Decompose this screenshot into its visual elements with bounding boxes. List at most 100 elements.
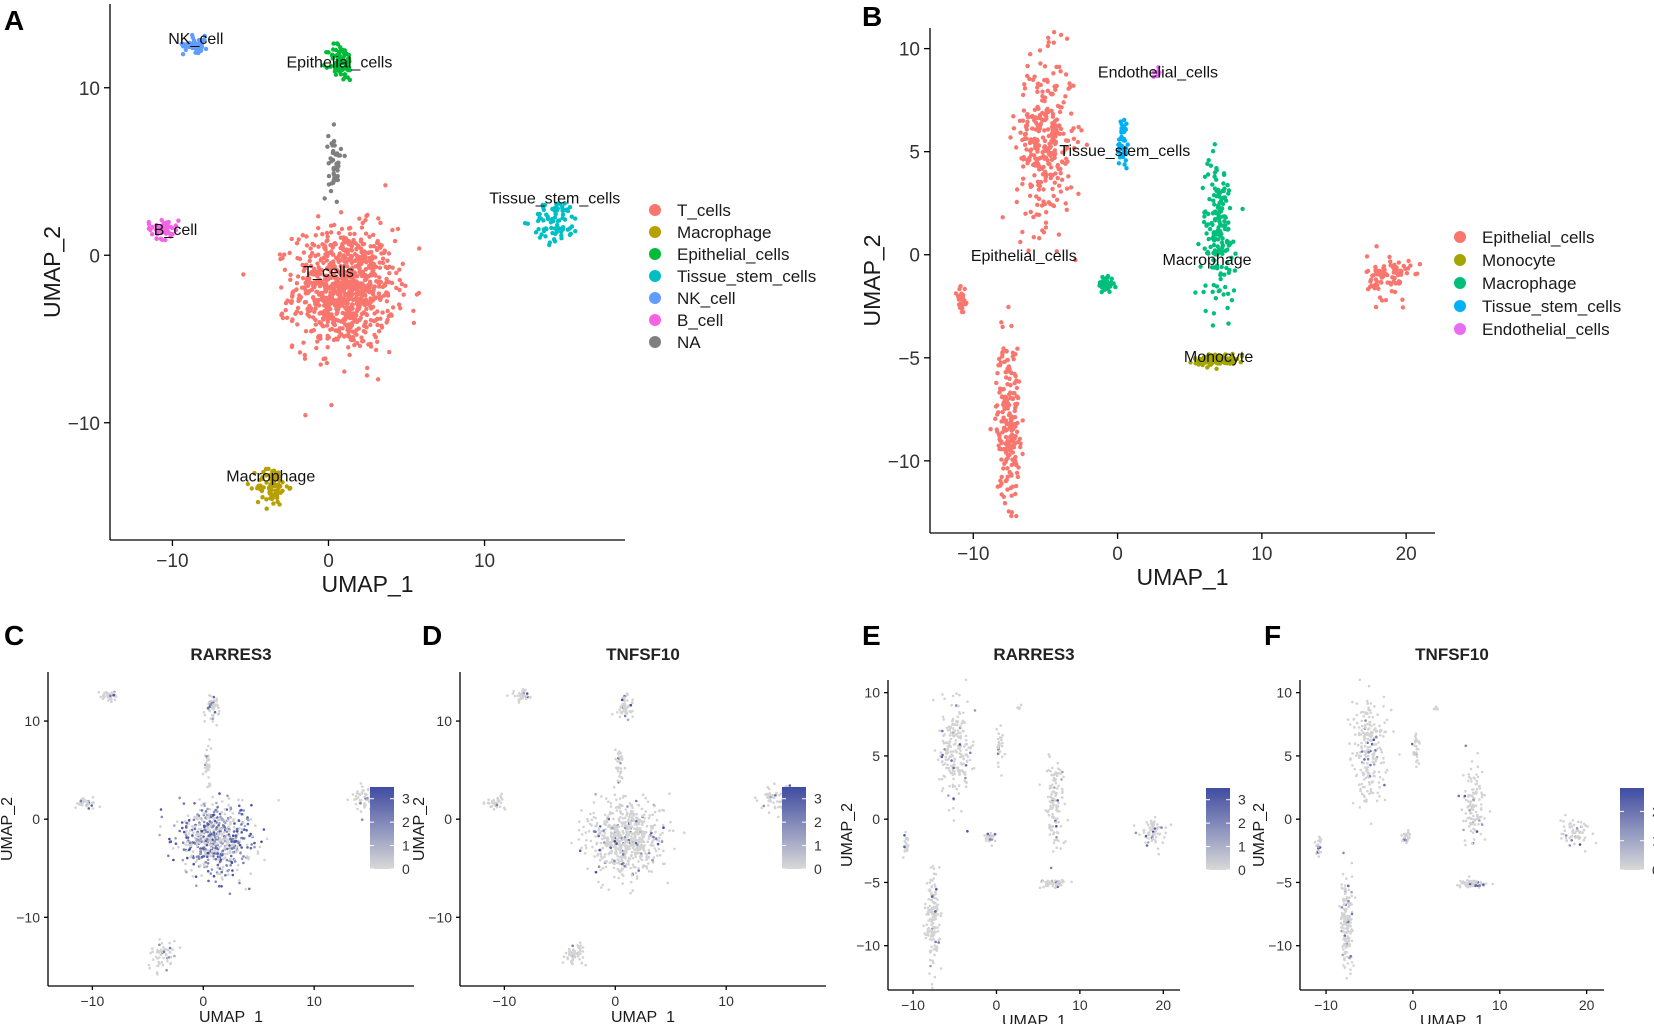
data-point (601, 866, 605, 870)
data-point (577, 838, 581, 841)
data-point (957, 773, 961, 776)
data-point (240, 836, 243, 840)
y-axis-title: UMAP_2 (411, 797, 428, 861)
data-point (211, 713, 215, 717)
data-point (646, 800, 650, 804)
data-point (600, 837, 604, 841)
data-point (618, 870, 622, 874)
data-point-t-cells (303, 300, 308, 305)
data-point (947, 757, 950, 761)
data-point (1044, 883, 1048, 887)
data-point-epithelial-cells (1058, 126, 1064, 132)
data-point-epithelial-cells (1064, 207, 1070, 212)
data-point (1000, 738, 1003, 742)
data-point-t-cells (336, 329, 341, 334)
data-point (617, 876, 620, 880)
data-point (594, 830, 597, 833)
data-point-epithelial-cells (329, 53, 335, 58)
data-point (930, 923, 933, 927)
data-point-epithelial-cells (1033, 143, 1038, 148)
data-point-epithelial-cells (1008, 135, 1013, 140)
data-point (209, 813, 213, 817)
data-point-t-cells (386, 251, 392, 256)
data-point-nk-cell (198, 42, 204, 47)
data-point (171, 847, 175, 850)
data-point-epithelial-cells (1013, 483, 1019, 489)
data-point-t-cells (401, 292, 406, 297)
data-point (1061, 796, 1064, 799)
data-point-macrophage (1208, 244, 1213, 250)
x-tick-label: −10 (156, 551, 188, 572)
data-point (571, 962, 574, 966)
data-point-t-cells (305, 283, 311, 288)
data-point-t-cells (385, 265, 390, 271)
data-point-t-cells (330, 296, 335, 301)
data-point (625, 831, 628, 834)
data-point (204, 841, 207, 845)
data-point-t-cells (381, 250, 387, 256)
data-point-epithelial-cells (1020, 229, 1025, 235)
data-point-epithelial-cells (1005, 455, 1010, 461)
data-point (238, 804, 241, 808)
data-point (86, 804, 89, 807)
data-point-tissue-stem-cells (1124, 166, 1129, 171)
data-point-t-cells (323, 288, 328, 293)
data-point-epithelial-cells (1057, 109, 1063, 115)
data-point (202, 862, 206, 865)
data-point-epithelial-cells (1023, 211, 1028, 216)
data-point (630, 842, 634, 846)
data-point (649, 843, 652, 847)
data-point-epithelial-cells (998, 360, 1003, 365)
data-point (236, 849, 239, 852)
data-point (632, 819, 635, 822)
data-point-t-cells (330, 261, 336, 267)
data-point (211, 838, 214, 841)
data-point-epithelial-cells (1007, 376, 1012, 381)
data-point-epithelial-cells (1042, 128, 1047, 133)
data-point (626, 693, 630, 696)
data-point-tissue-stem-cells (541, 227, 546, 232)
data-point-t-cells (306, 276, 312, 282)
data-point (658, 809, 661, 812)
data-point (957, 770, 961, 774)
data-point-t-cells (346, 309, 351, 314)
data-point (247, 818, 250, 822)
data-point-epithelial-cells (1021, 164, 1026, 169)
data-point (603, 813, 607, 817)
data-point (966, 700, 969, 703)
data-point (522, 688, 525, 691)
legend-label: Tissue_stem_cells (1482, 297, 1621, 316)
legend-marker (1454, 300, 1466, 312)
data-point (631, 863, 635, 867)
data-point-epithelial-cells (1031, 235, 1037, 240)
data-point-tissue-stem-cells (569, 214, 574, 219)
data-point-macrophage (1203, 283, 1208, 288)
data-point-na (326, 173, 332, 179)
data-point (181, 858, 185, 862)
data-point (208, 700, 211, 704)
data-point (614, 748, 617, 751)
data-point (961, 719, 964, 723)
data-point (601, 883, 604, 887)
data-point (1162, 836, 1166, 839)
data-point (211, 803, 214, 806)
data-point (926, 930, 929, 933)
data-point-epithelial-cells (994, 380, 999, 386)
data-point-t-cells (289, 344, 295, 350)
data-point-epithelial-cells (1020, 418, 1025, 423)
data-point (168, 941, 171, 945)
data-point (616, 858, 619, 861)
data-point (614, 757, 617, 761)
data-point (1050, 793, 1053, 796)
data-point (939, 967, 943, 970)
data-point (636, 832, 640, 836)
data-point (581, 950, 585, 953)
data-point-tissue-stem-cells (550, 206, 555, 212)
x-tick-label: −10 (492, 993, 516, 1009)
data-point (220, 853, 224, 857)
data-point-t-cells (344, 248, 350, 253)
data-point (213, 839, 217, 842)
data-point (250, 803, 253, 807)
data-point (1000, 736, 1003, 739)
data-point-t-cells (363, 293, 368, 298)
